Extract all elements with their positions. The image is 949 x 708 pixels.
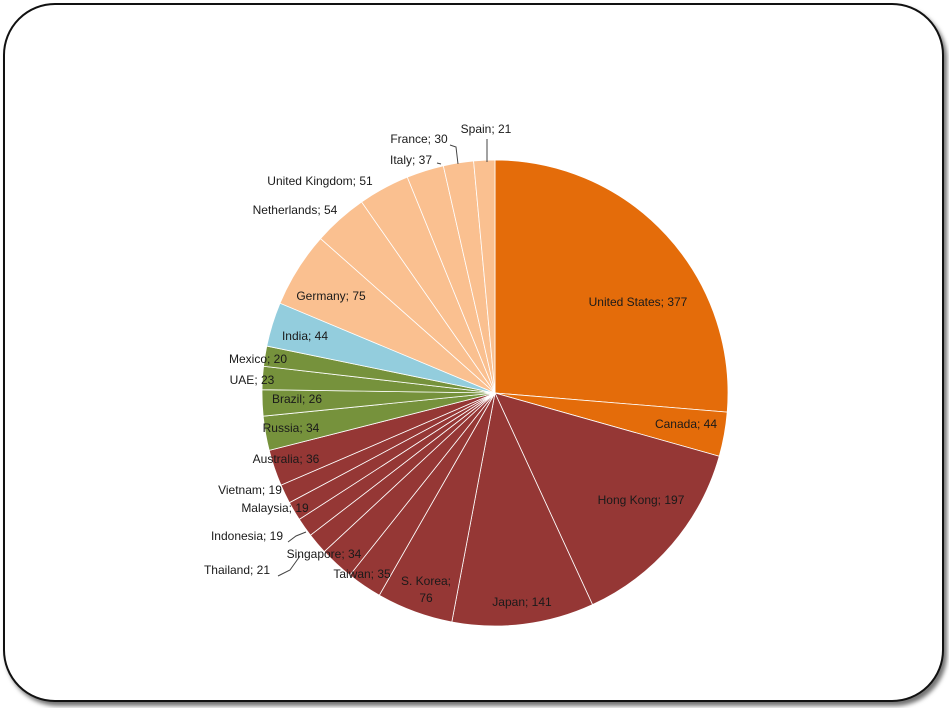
pie-slice [494, 392, 720, 606]
slice-label: India; 44 [282, 329, 328, 343]
slice-label: Spain; 21 [461, 122, 512, 136]
slice-label: France; 30 [390, 132, 448, 146]
slice-label: Indonesia; 19 [211, 529, 283, 543]
slice-label: United States; 377 [589, 295, 688, 309]
pie-slice [473, 159, 496, 394]
slice-label: Australia; 36 [253, 452, 320, 466]
slice-label: Italy; 37 [390, 153, 432, 167]
slice-label: Mexico; 20 [229, 352, 287, 366]
slice-label: Taiwan; 35 [333, 567, 391, 581]
slice-label: Malaysia; 19 [241, 501, 309, 515]
slice-label: Russia; 34 [263, 421, 320, 435]
leader-line [277, 555, 301, 577]
slice-label: United Kingdom; 51 [267, 174, 373, 188]
slice-label: Vietnam; 19 [218, 483, 282, 497]
slice-label: Brazil; 26 [272, 392, 322, 406]
slice-label: Thailand; 21 [204, 563, 270, 577]
slice-label: S. Korea; 76 [401, 574, 451, 605]
leader-line [436, 162, 442, 165]
slice-label: Netherlands; 54 [253, 203, 338, 217]
pie-slice [451, 391, 594, 627]
slice-label: Canada; 44 [655, 417, 717, 431]
slice-label: Japan; 141 [492, 595, 552, 609]
slice-label: Singapore; 34 [287, 547, 362, 561]
slice-label: UAE; 23 [230, 373, 275, 387]
slice-label: Germany; 75 [296, 289, 366, 303]
leader-line [449, 144, 459, 165]
pie-slice [494, 159, 729, 413]
slice-label: Hong Kong; 197 [598, 493, 685, 507]
leader-line [287, 531, 307, 543]
